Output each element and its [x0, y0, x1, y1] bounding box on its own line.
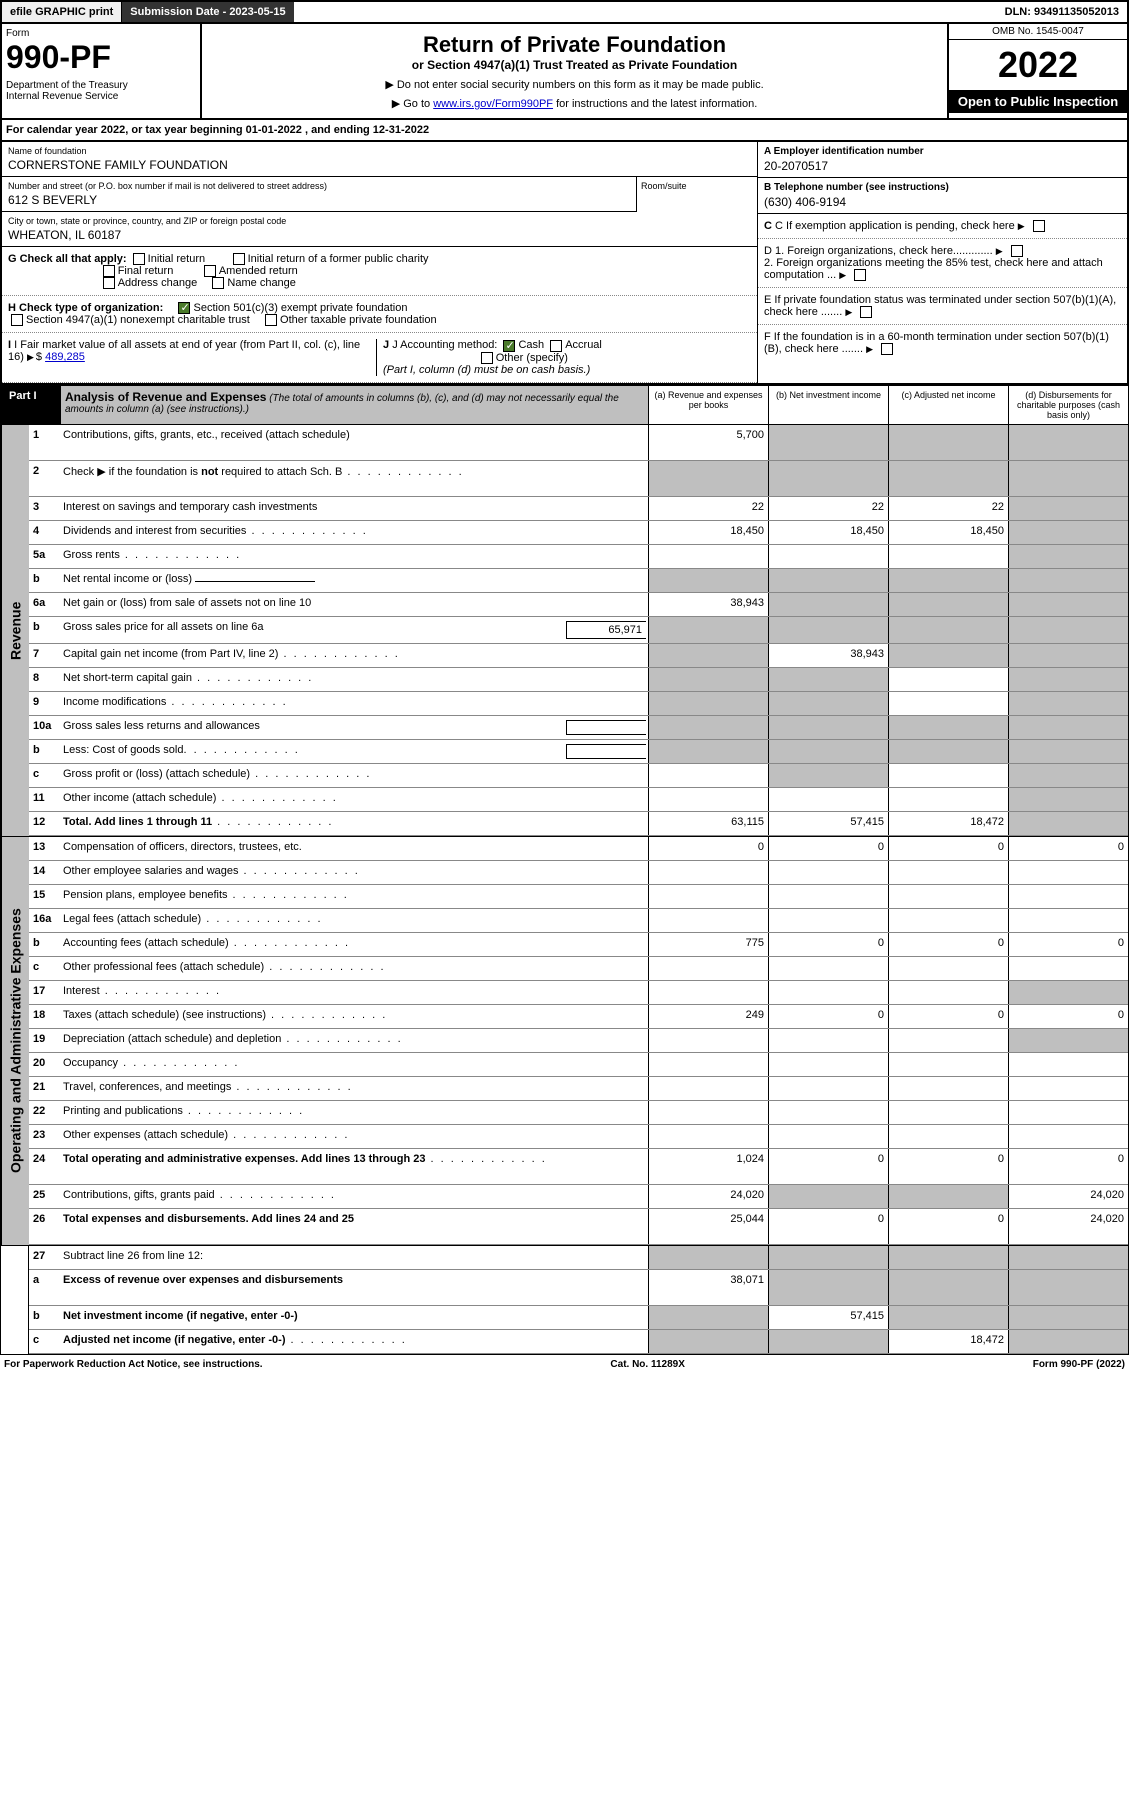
col-c-header: (c) Adjusted net income: [888, 386, 1008, 424]
subtract-table: 27Subtract line 26 from line 12: aExcess…: [0, 1246, 1129, 1355]
form-title: Return of Private Foundation: [210, 32, 939, 58]
revenue-table: Revenue 1Contributions, gifts, grants, e…: [0, 425, 1129, 837]
cb-e[interactable]: [860, 306, 872, 318]
section-d: D 1. Foreign organizations, check here..…: [758, 239, 1127, 288]
footer-left: For Paperwork Reduction Act Notice, see …: [4, 1359, 263, 1370]
phone-row: B Telephone number (see instructions) (6…: [758, 178, 1127, 214]
ein-row: A Employer identification number 20-2070…: [758, 142, 1127, 178]
expenses-label: Operating and Administrative Expenses: [1, 837, 29, 1245]
cb-name-change[interactable]: [212, 277, 224, 289]
inst-1: ▶ Do not enter social security numbers o…: [210, 78, 939, 91]
form-label: Form: [6, 28, 196, 39]
analysis-header: Part I Analysis of Revenue and Expenses …: [0, 385, 1129, 425]
dln: DLN: 93491135052013: [997, 2, 1127, 22]
cb-amended[interactable]: [204, 265, 216, 277]
top-bar: efile GRAPHIC print Submission Date - 20…: [0, 0, 1129, 24]
irs-link[interactable]: www.irs.gov/Form990PF: [433, 98, 553, 110]
part-i-label: Part I: [1, 386, 45, 406]
info-right: A Employer identification number 20-2070…: [757, 142, 1127, 383]
form-number: 990-PF: [6, 39, 196, 76]
foundation-name-row: Name of foundation CORNERSTONE FAMILY FO…: [2, 142, 757, 177]
cb-other-method[interactable]: [481, 352, 493, 364]
section-h: H Check type of organization: Section 50…: [2, 296, 757, 333]
header-left: Form 990-PF Department of the Treasury I…: [2, 24, 202, 118]
efile-button[interactable]: efile GRAPHIC print: [2, 2, 122, 22]
cb-f[interactable]: [881, 343, 893, 355]
cb-501c3[interactable]: [178, 302, 190, 314]
expenses-table: Operating and Administrative Expenses 13…: [0, 837, 1129, 1246]
revenue-label: Revenue: [1, 425, 29, 836]
footer-mid: Cat. No. 11289X: [610, 1359, 684, 1370]
cb-cash[interactable]: [503, 340, 515, 352]
addr-row: Number and street (or P.O. box number if…: [2, 177, 757, 212]
section-ij: I I Fair market value of all assets at e…: [2, 333, 757, 382]
footer-right: Form 990-PF (2022): [1033, 1359, 1125, 1370]
city-row: City or town, state or province, country…: [2, 212, 757, 247]
col-b-header: (b) Net investment income: [768, 386, 888, 424]
fmv-value[interactable]: 489,285: [45, 351, 85, 363]
room-suite: Room/suite: [637, 177, 757, 212]
page-footer: For Paperwork Reduction Act Notice, see …: [0, 1355, 1129, 1374]
cb-4947[interactable]: [11, 314, 23, 326]
header-mid: Return of Private Foundation or Section …: [202, 24, 947, 118]
section-c: C C If exemption application is pending,…: [758, 214, 1127, 239]
omb-number: OMB No. 1545-0047: [949, 24, 1127, 40]
cb-d2[interactable]: [854, 269, 866, 281]
section-f: F If the foundation is in a 60-month ter…: [758, 325, 1127, 361]
cb-initial-return[interactable]: [133, 253, 145, 265]
cb-initial-former[interactable]: [233, 253, 245, 265]
submission-date: Submission Date - 2023-05-15: [122, 2, 293, 22]
cb-d1[interactable]: [1011, 245, 1023, 257]
analysis-title-cell: Analysis of Revenue and Expenses (The to…: [61, 386, 648, 424]
gross-sales-6a: 65,971: [566, 621, 646, 639]
col-a-header: (a) Revenue and expenses per books: [648, 386, 768, 424]
inspection-label: Open to Public Inspection: [949, 90, 1127, 113]
cb-final-return[interactable]: [103, 265, 115, 277]
tax-year: 2022: [949, 40, 1127, 90]
cb-addr-change[interactable]: [103, 277, 115, 289]
header-right: OMB No. 1545-0047 2022 Open to Public In…: [947, 24, 1127, 118]
cb-accrual[interactable]: [550, 340, 562, 352]
info-left: Name of foundation CORNERSTONE FAMILY FO…: [2, 142, 757, 383]
section-e: E If private foundation status was termi…: [758, 288, 1127, 325]
info-grid: Name of foundation CORNERSTONE FAMILY FO…: [0, 142, 1129, 385]
dept-label: Department of the Treasury Internal Reve…: [6, 80, 196, 102]
form-header: Form 990-PF Department of the Treasury I…: [0, 24, 1129, 120]
form-subtitle: or Section 4947(a)(1) Trust Treated as P…: [210, 58, 939, 72]
cb-c[interactable]: [1033, 220, 1045, 232]
calendar-year: For calendar year 2022, or tax year begi…: [0, 120, 1129, 142]
section-g: G Check all that apply: Initial return I…: [2, 247, 757, 296]
inst-2: ▶ Go to www.irs.gov/Form990PF for instru…: [210, 97, 939, 110]
col-d-header: (d) Disbursements for charitable purpose…: [1008, 386, 1128, 424]
cb-other-taxable[interactable]: [265, 314, 277, 326]
